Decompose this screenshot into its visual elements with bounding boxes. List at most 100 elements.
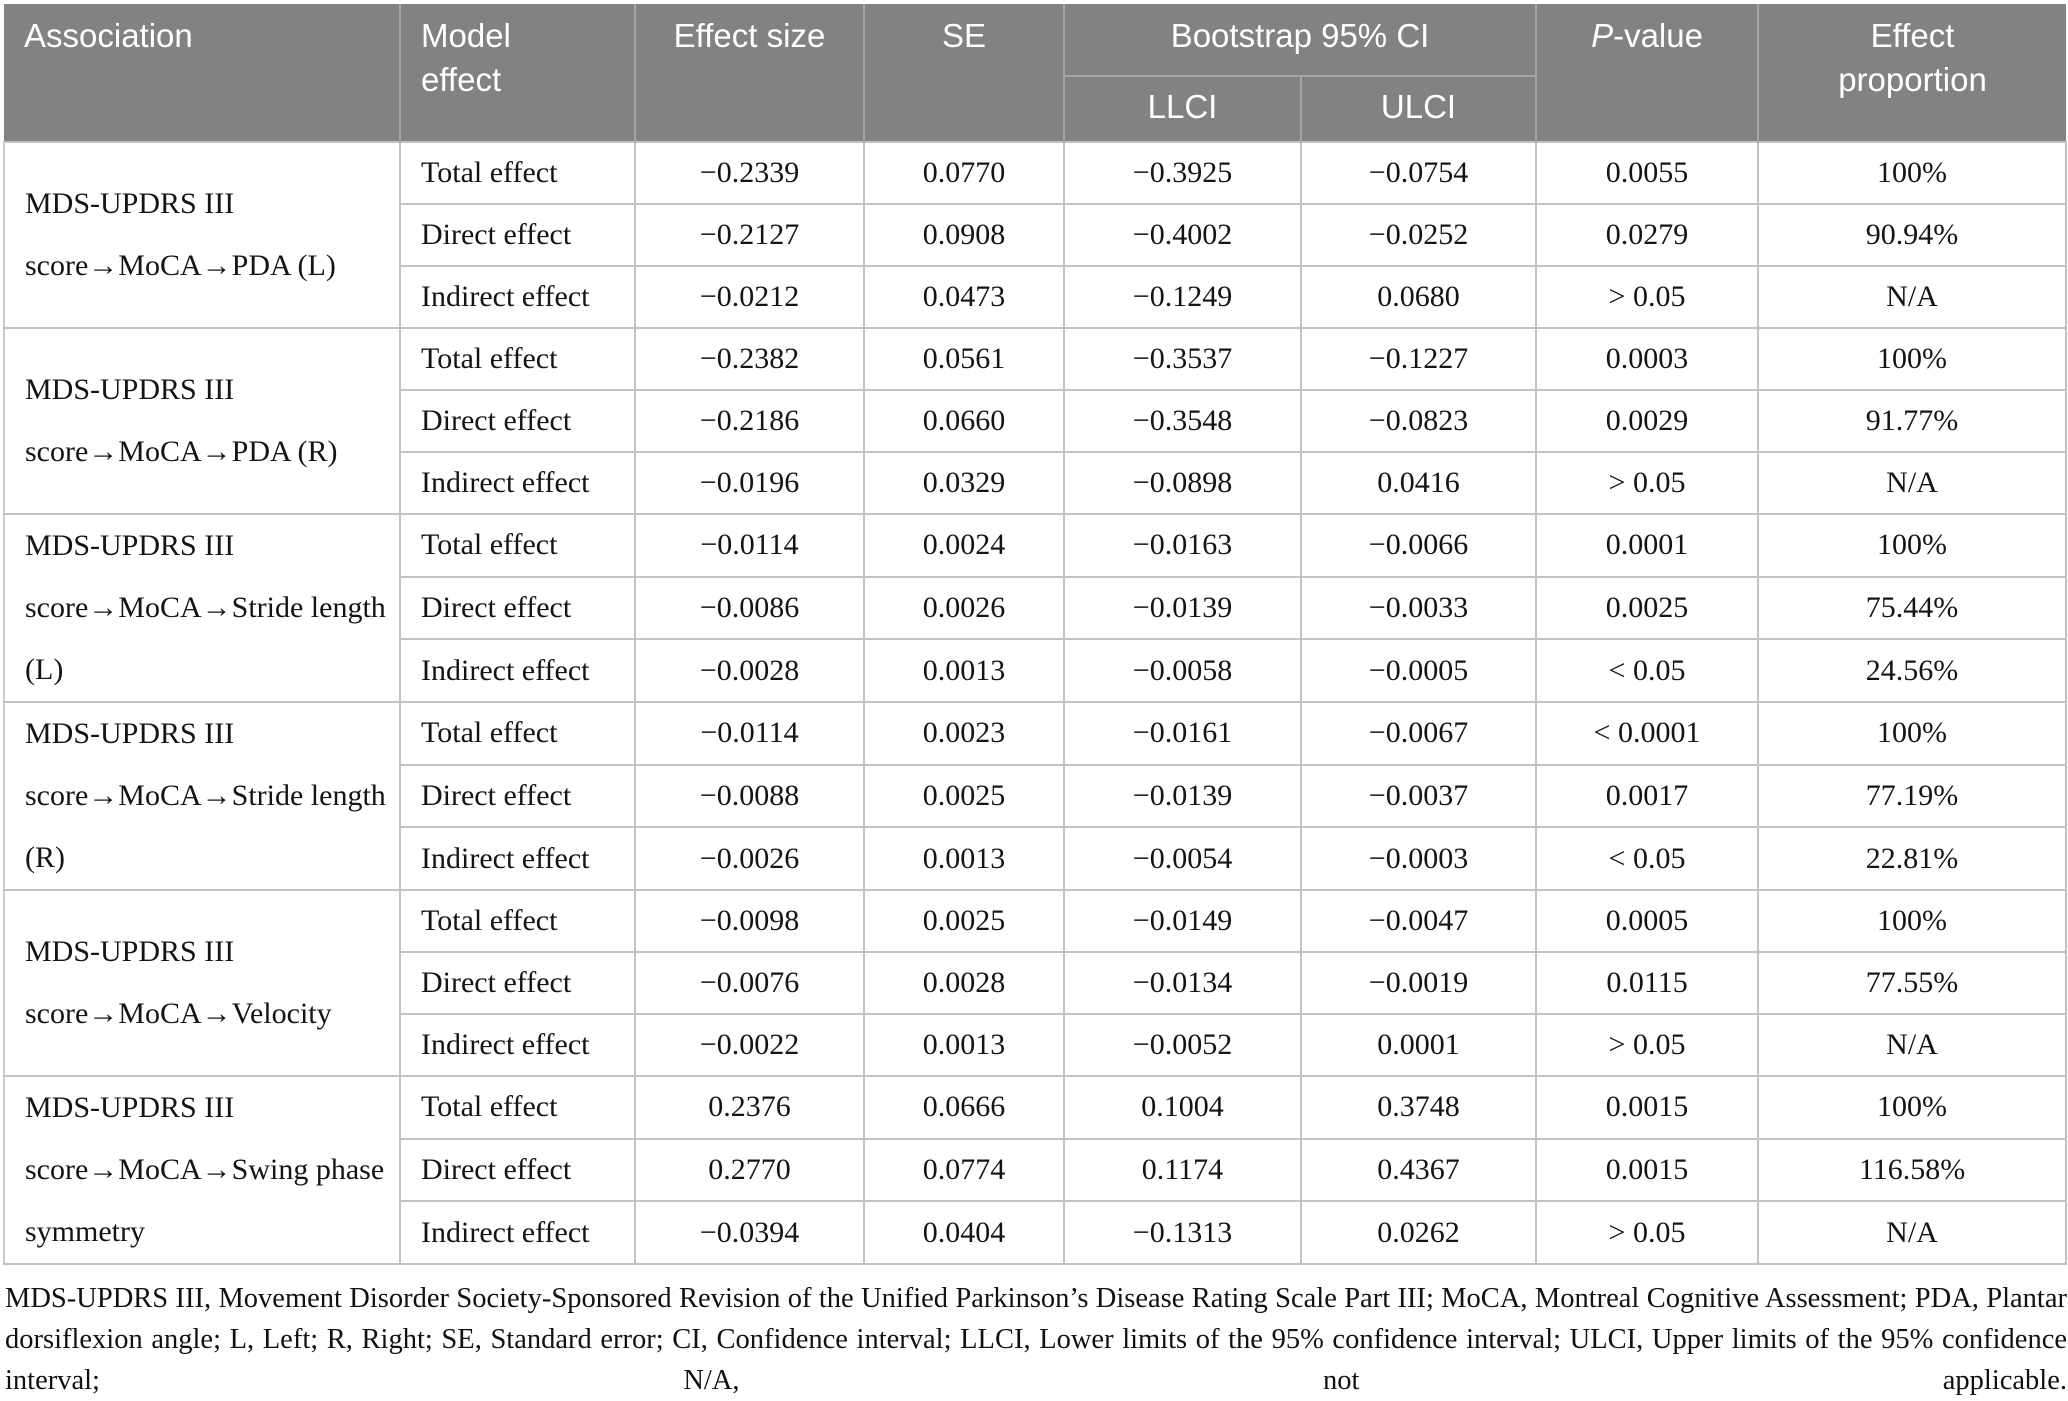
table-header: Association Model effect Effect size SE … xyxy=(4,4,2067,142)
effect-size-cell: −0.0026 xyxy=(634,826,865,891)
col-header-se: SE xyxy=(863,4,1064,142)
model-effect-cell: Indirect effect xyxy=(399,1200,636,1265)
llci-cell: 0.1004 xyxy=(1063,1075,1302,1140)
effect-proportion-cell: 100% xyxy=(1757,1075,2068,1140)
llci-cell: −0.3548 xyxy=(1063,389,1302,453)
model-effect-cell: Indirect effect xyxy=(399,1013,636,1077)
ulci-cell: −0.0019 xyxy=(1299,951,1538,1015)
table-row: Direct effect −0.2127 0.0908 −0.4002 −0.0252… xyxy=(4,203,2068,267)
p-value-cell: > 0.05 xyxy=(1535,451,1760,515)
ulci-cell: −0.0066 xyxy=(1299,513,1538,578)
effect-size-cell: 0.2770 xyxy=(634,1137,865,1203)
model-effect-cell: Total effect xyxy=(399,1075,636,1140)
llci-cell: −0.0054 xyxy=(1063,826,1302,891)
effect-size-cell: −0.2382 xyxy=(634,327,865,391)
effect-proportion-cell: 100% xyxy=(1757,513,2068,578)
effect-proportion-cell: 100% xyxy=(1757,141,2068,205)
p-value-cell: 0.0025 xyxy=(1535,575,1760,641)
p-value-cell: > 0.05 xyxy=(1535,1200,1760,1265)
ulci-cell: 0.4367 xyxy=(1299,1137,1538,1203)
association-line: MDS-UPDRS III xyxy=(25,935,235,968)
se-cell: 0.0028 xyxy=(863,951,1065,1015)
col-header-association: Association xyxy=(4,4,400,142)
model-effect-cell: Indirect effect xyxy=(399,451,636,515)
ulci-cell: −0.0005 xyxy=(1299,638,1538,703)
association-cell: MDS-UPDRS III score→MoCA→Stride length (R) xyxy=(3,701,401,891)
effect-proportion-cell: 100% xyxy=(1757,327,2068,391)
header-row-main: Association Model effect Effect size SE … xyxy=(4,4,2067,142)
model-effect-cell: Total effect xyxy=(399,701,636,766)
association-line: symmetry xyxy=(25,1215,145,1248)
llci-cell: −0.0139 xyxy=(1063,763,1302,829)
table-row: MDS-UPDRS III score→MoCA→Stride length (L)… xyxy=(3,513,2068,703)
association-line: MDS-UPDRS III xyxy=(25,1091,235,1124)
p-value-cell: < 0.0001 xyxy=(1535,701,1760,766)
ulci-cell: 0.3748 xyxy=(1299,1075,1538,1140)
effect-size-cell: −0.0098 xyxy=(634,889,865,953)
model-effect-cell: Total effect xyxy=(399,327,636,391)
association-line: MDS-UPDRS III xyxy=(25,717,235,750)
p-value-cell: > 0.05 xyxy=(1535,1013,1760,1077)
llci-cell: −0.0134 xyxy=(1063,951,1302,1015)
model-effect-cell: Total effect xyxy=(399,141,636,205)
model-effect-cell: Total effect xyxy=(399,513,636,578)
effect-proportion-cell: N/A xyxy=(1757,265,2068,329)
llci-cell: −0.3537 xyxy=(1063,327,1302,391)
col-header-model-effect: Model effect xyxy=(399,4,635,142)
model-effect-cell: Direct effect xyxy=(399,203,636,267)
table-row: Direct effect −0.0088 0.0025 −0.0139 −0.0037… xyxy=(4,763,2068,829)
table-row: Indirect effect −0.0026 0.0013 −0.0054 −0.00… xyxy=(4,826,2068,891)
table-body: MDS-UPDRS III score→MoCA→PDA (L) Total eff… xyxy=(3,141,2068,1265)
table-row: Direct effect −0.0086 0.0026 −0.0139 −0.0033… xyxy=(4,575,2068,641)
llci-cell: −0.0058 xyxy=(1063,638,1302,703)
p-value-cell: > 0.05 xyxy=(1535,265,1760,329)
se-cell: 0.0013 xyxy=(863,1013,1065,1077)
header-row-ci-sub: LLCI ULCI xyxy=(4,75,2066,142)
llci-cell: 0.1174 xyxy=(1063,1137,1302,1203)
association-line: score→MoCA→Swing phase xyxy=(25,1153,385,1186)
table-row: MDS-UPDRS III score→MoCA→PDA (L) Total eff… xyxy=(3,141,2068,329)
llci-cell: −0.0139 xyxy=(1063,575,1302,641)
table-row: Indirect effect −0.0212 0.0473 −0.1249 0.068… xyxy=(4,265,2068,329)
table-row: Direct effect −0.2186 0.0660 −0.3548 −0.0823… xyxy=(4,389,2068,453)
se-cell: 0.0770 xyxy=(863,141,1065,205)
table-row: MDS-UPDRS III score→MoCA→Velocity Total ef… xyxy=(3,889,2068,1077)
col-header-ulci: ULCI xyxy=(1299,75,1537,142)
effect-size-cell: 0.2376 xyxy=(634,1075,865,1140)
ulci-cell: −0.0067 xyxy=(1299,701,1538,766)
effect-size-cell: −0.0028 xyxy=(634,638,865,703)
se-cell: 0.0666 xyxy=(863,1075,1065,1140)
effect-size-cell: −0.0212 xyxy=(634,265,865,329)
se-cell: 0.0025 xyxy=(863,763,1065,829)
llci-cell: −0.1249 xyxy=(1063,265,1302,329)
col-header-p-value: P-value xyxy=(1535,4,1759,142)
model-effect-cell: Direct effect xyxy=(399,763,636,829)
col-header-effect-proportion: Effect proportion xyxy=(1757,4,2067,142)
effect-proportion-cell: 22.81% xyxy=(1757,826,2068,891)
ulci-cell: 0.0680 xyxy=(1299,265,1538,329)
p-value-cell: < 0.05 xyxy=(1535,638,1760,703)
col-header-bootstrap-ci: Bootstrap 95% CI xyxy=(1062,4,1537,76)
se-cell: 0.0908 xyxy=(863,203,1065,267)
llci-cell: −0.0149 xyxy=(1063,889,1302,953)
se-cell: 0.0774 xyxy=(863,1137,1065,1203)
association-cell: MDS-UPDRS III score→MoCA→Swing phase symme… xyxy=(3,1075,401,1265)
association-line: score→MoCA→Stride length xyxy=(25,591,386,624)
association-line: (L) xyxy=(25,653,64,686)
table-footnote: MDS-UPDRS III, Movement Disorder Society… xyxy=(5,1283,2067,1396)
association-line: score→MoCA→Stride length xyxy=(25,779,386,812)
effect-proportion-cell: N/A xyxy=(1757,1013,2068,1077)
p-value-cell: 0.0017 xyxy=(1535,763,1760,829)
model-effect-cell: Indirect effect xyxy=(399,265,636,329)
effect-proportion-cell: 100% xyxy=(1757,701,2068,766)
table-row: Indirect effect −0.0028 0.0013 −0.0058 −0.00… xyxy=(4,638,2068,703)
se-cell: 0.0025 xyxy=(863,889,1065,953)
se-cell: 0.0329 xyxy=(863,451,1065,515)
table-row: Indirect effect −0.0196 0.0329 −0.0898 0.041… xyxy=(4,451,2068,515)
llci-cell: −0.0052 xyxy=(1063,1013,1302,1077)
llci-cell: −0.4002 xyxy=(1063,203,1302,267)
association-cell: MDS-UPDRS III score→MoCA→PDA (R) xyxy=(3,327,401,515)
llci-cell: −0.1313 xyxy=(1063,1200,1302,1265)
effect-proportion-cell: 77.19% xyxy=(1757,763,2068,829)
association-line: MDS-UPDRS III xyxy=(25,373,235,406)
